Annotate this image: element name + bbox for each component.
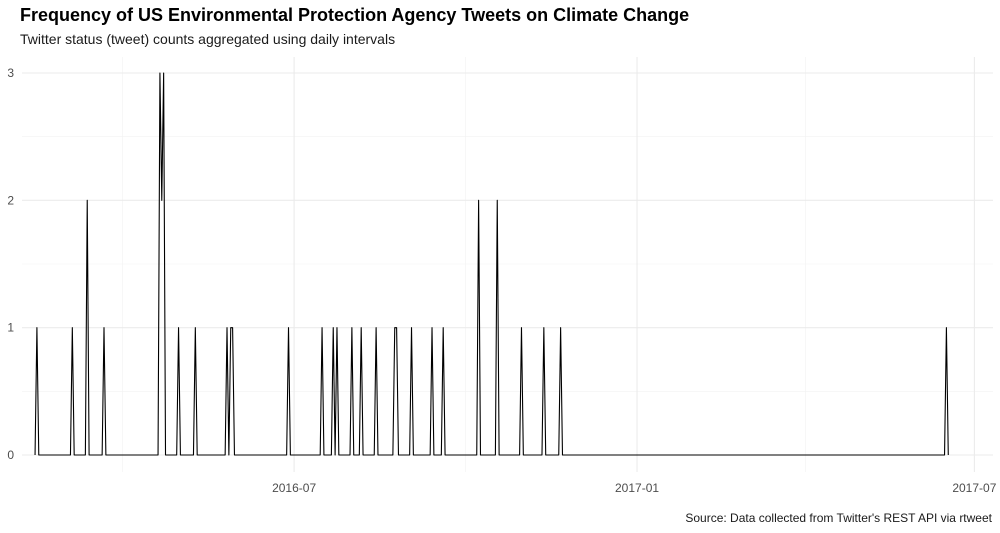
plot-background [22,57,993,472]
chart-subtitle: Twitter status (tweet) counts aggregated… [20,31,396,47]
y-tick-label: 1 [7,321,14,335]
minor-gridlines [22,57,993,472]
x-tick-label: 2017-01 [615,481,659,495]
y-axis: 0 1 2 3 [7,66,14,462]
y-tick-label: 2 [7,193,14,207]
chart-caption: Source: Data collected from Twitter's RE… [685,511,992,525]
series-layer [34,72,949,456]
y-tick-label: 0 [7,448,14,462]
x-tick-label: 2016-07 [272,481,316,495]
x-axis: 2016-07 2017-01 2017-07 [272,481,997,495]
x-tick-label: 2017-07 [952,481,996,495]
chart-title: Frequency of US Environmental Protection… [20,5,690,25]
y-tick-label: 3 [7,66,14,80]
series-line [34,72,949,456]
